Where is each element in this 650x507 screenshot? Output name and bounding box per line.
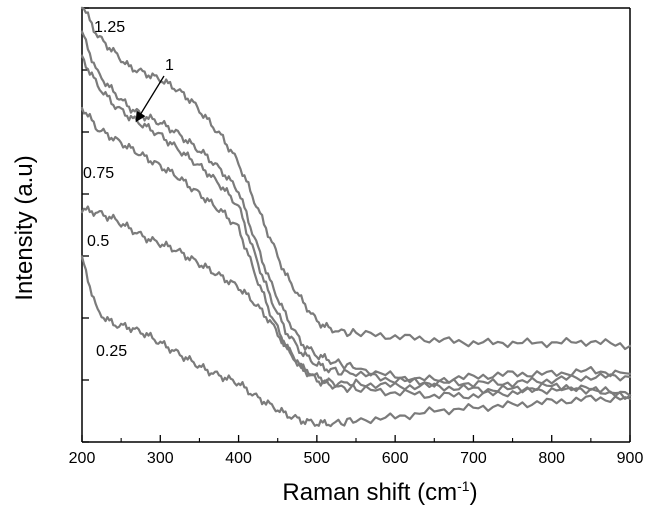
series-line-0 [80,6,632,351]
y-axis-ticks [82,7,89,443]
x-axis-title-main: Raman shift (cm [282,479,457,506]
series-label-5: 0.25 [96,343,127,360]
x-tick-label: 600 [382,450,409,467]
x-axis-title: Raman shift (cm-1) [282,478,477,506]
x-tick-label: 800 [538,450,565,467]
x-axis-title-superscript: -1 [457,478,470,494]
x-tick-label: 700 [460,450,487,467]
series-line-5 [80,255,632,428]
x-axis-ticks [81,435,631,442]
series-line-4 [80,205,632,400]
series-label-1: 1 [165,57,174,74]
x-tick-label: 200 [69,450,96,467]
series-label-3: 0.75 [83,165,114,182]
x-tick-label: 400 [225,450,252,467]
series-label-4: 0.5 [87,233,109,250]
y-axis-title: Intensity (a.u) [11,155,38,300]
series-group [80,6,632,428]
x-axis-title-close: ) [470,479,478,506]
series-label-0: 1.25 [94,19,125,36]
annotation-arrow-line [135,75,165,123]
series-line-2 [80,54,632,388]
x-tick-label: 900 [617,450,644,467]
x-tick-label: 300 [147,450,174,467]
x-tick-label: 500 [304,450,331,467]
series-line-3 [80,106,632,398]
plot-frame [81,7,631,443]
arrow-annotation [135,75,165,123]
series-labels: 1.25 1 0.75 0.5 0.25 [83,19,174,360]
x-axis-tick-labels: 200 300 400 500 600 700 800 900 [69,450,644,467]
